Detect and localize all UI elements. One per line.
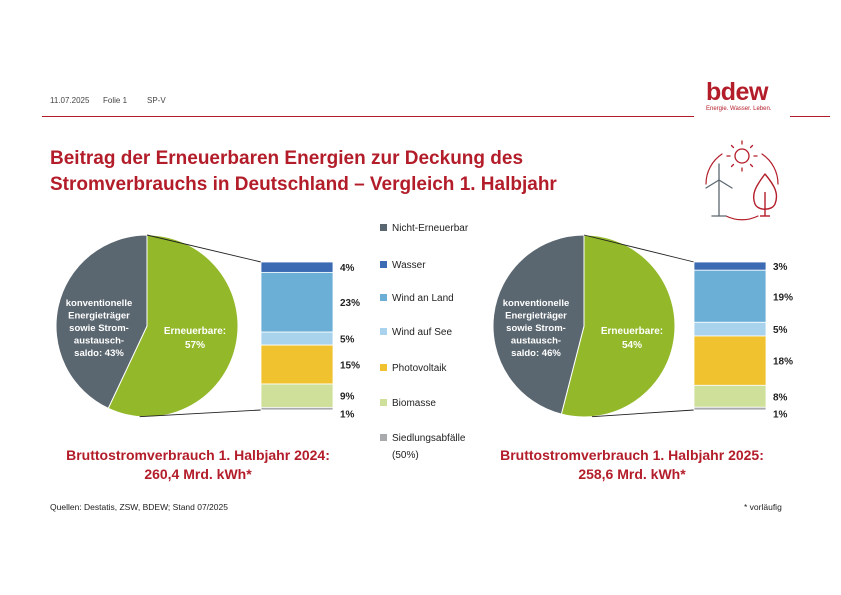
legend-swatch <box>380 399 387 406</box>
bar-segment-siedlungsabfälle <box>260 407 334 411</box>
bar-segment-wind <box>260 271 334 333</box>
segment-value-label: 23% <box>340 298 360 309</box>
chart-2024: Erneuerbare: 57% konventionelle Energieträg… <box>55 234 360 421</box>
chart-2025: Erneuerbare: 54% konventionelle Energieträg… <box>492 234 793 421</box>
source-note: Quellen: Destatis, ZSW, BDEW; Stand 07/2… <box>50 502 228 512</box>
connector-line-top <box>583 234 695 263</box>
legend-label: Wind an Land <box>392 293 454 304</box>
segment-value-label: 1% <box>773 410 788 421</box>
bar-segment-siedlungsabfälle <box>693 406 767 411</box>
segment-value-label: 5% <box>340 335 355 346</box>
segment-value-label: 19% <box>773 292 793 303</box>
legend-label: Siedlungsabfälle <box>392 433 466 444</box>
legend-item-nicht-erneuerbar: Nicht-Erneuerbar <box>380 223 468 234</box>
slide-number: Folie 1 <box>103 96 128 105</box>
header-rule <box>42 116 694 117</box>
segment-value-label: 15% <box>340 361 360 372</box>
legend-label: Nicht-Erneuerbar <box>392 223 469 234</box>
legend-item-wind-auf-see: Wind auf See <box>380 327 452 338</box>
cycle-arrows-icon <box>705 153 779 221</box>
header-rule-right <box>790 116 830 117</box>
title-line-1: Beitrag der Erneuerbaren Energien zur De… <box>50 148 524 169</box>
slide-code: SP-V <box>147 96 166 105</box>
chart-2025-subtitle: 258,6 Mrd. kWh* <box>578 466 686 482</box>
legend-swatch <box>380 328 387 335</box>
conventional-label: konventionelle Energieträger sowie Strom-a… <box>66 298 133 359</box>
segment-value-label: 1% <box>340 410 355 421</box>
bar-segment-wasser <box>260 261 334 273</box>
bar-segment-wind <box>693 269 767 323</box>
flame-icon <box>752 173 778 217</box>
renewable-label: Erneuerbare: 57% <box>164 326 226 351</box>
legend-item-photovoltaik: Photovoltaik <box>380 363 446 374</box>
legend-swatch <box>380 434 387 441</box>
legend-swatch <box>380 364 387 371</box>
bar-segment-photovoltaik <box>260 344 334 385</box>
title-line-2: Stromverbrauchs in Deutschland – Verglei… <box>50 174 557 195</box>
bar-segment-wind <box>693 321 767 337</box>
legend-item-siedlungsabfaelle-note: (50%) <box>392 450 419 461</box>
energy-illustration <box>705 140 779 221</box>
bar-segment-biomasse <box>693 384 767 408</box>
pie-slice-conventional <box>492 234 585 415</box>
legend-swatch <box>380 294 387 301</box>
chart-2024-title: Bruttostromverbrauch 1. Halbjahr 2024: <box>66 447 330 463</box>
segment-value-label: 4% <box>340 263 355 274</box>
legend-item-biomasse: Biomasse <box>380 398 436 409</box>
chart-2024-headline: Bruttostromverbrauch 1. Halbjahr 2024: 2… <box>28 446 368 484</box>
legend-swatch <box>380 261 387 268</box>
segment-value-label: 9% <box>340 392 355 403</box>
logo-tagline: Energie. Wasser. Leben. <box>706 106 772 112</box>
connector-line-bottom <box>591 409 695 418</box>
chart-2025-title: Bruttostromverbrauch 1. Halbjahr 2025: <box>500 447 764 463</box>
renewable-label: Erneuerbare: 54% <box>601 326 663 351</box>
legend-label: Photovoltaik <box>392 363 447 374</box>
legend-label: Wind auf See <box>392 327 453 338</box>
date-label: 11.07.2025 <box>50 96 90 105</box>
chart-2025-headline: Bruttostromverbrauch 1. Halbjahr 2025: 2… <box>462 446 802 484</box>
chart-2024-subtitle: 260,4 Mrd. kWh* <box>144 466 252 482</box>
conventional-label: konventionelle Energieträger sowie Strom-a… <box>503 298 570 359</box>
segment-value-label: 3% <box>773 262 788 273</box>
legend-item-wind-an-land: Wind an Land <box>380 293 454 304</box>
legend-swatch <box>380 224 387 231</box>
connector-line-bottom <box>139 409 262 418</box>
sun-icon <box>726 140 758 172</box>
bar-segment-wasser <box>693 261 767 271</box>
footnote: * vorläufig <box>744 502 782 512</box>
wind-turbine-icon <box>705 163 733 217</box>
bdew-logo: bdew Energie. Wasser. Leben. <box>706 79 771 112</box>
segment-value-label: 8% <box>773 392 788 403</box>
legend-item-wasser: Wasser <box>380 260 426 271</box>
bar-segment-wind <box>260 331 334 346</box>
legend-label: Biomasse <box>392 398 436 409</box>
pie-slice-conventional <box>55 234 148 410</box>
legend-label: Wasser <box>392 260 426 271</box>
pie-slice-renewable <box>560 234 676 418</box>
bar-segment-biomasse <box>260 383 334 408</box>
connector-line-top <box>146 234 262 263</box>
legend-item-siedlungsabfaelle: Siedlungsabfälle <box>380 433 465 444</box>
segment-value-label: 5% <box>773 325 788 336</box>
page-title: Beitrag der Erneuerbaren Energien zur De… <box>50 146 557 198</box>
bar-segment-photovoltaik <box>693 335 767 386</box>
segment-value-label: 18% <box>773 357 793 368</box>
logo-wordmark: bdew <box>706 78 768 106</box>
